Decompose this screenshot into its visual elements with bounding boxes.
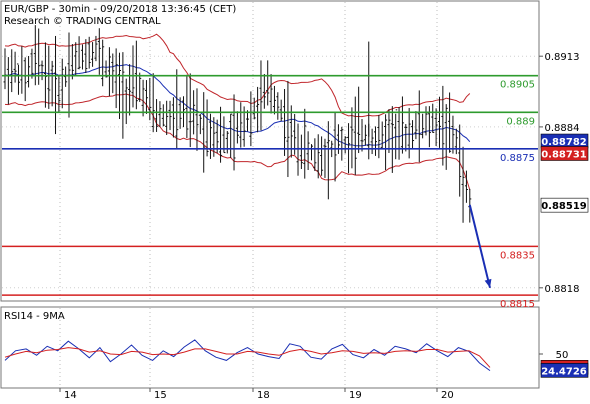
x-tick-label: 18 [257,390,270,400]
rsi-line [4,347,491,368]
price-tick-label: 0.8818 [545,284,580,295]
price-tick-label: 0.8884 [545,123,580,134]
x-tick-label: 20 [441,390,454,400]
price-panel-frame [0,0,540,302]
rsi-title: RSI14 - 9MA [4,311,65,322]
rsi-line [4,339,491,372]
rsi-tick-label: 50 [556,350,569,361]
level-label: 0.8835 [500,250,535,261]
level-label: 0.889 [506,116,535,127]
chart-title: EUR/GBP - 30min - 09/20/2018 13:36:45 (C… [4,4,236,15]
rsi-panel-frame [0,306,540,389]
price-badge-label: 0.88731 [541,149,587,160]
support-resistance-levels: 0.8905 0.889 0.8875 0.8835 0.8815 [2,74,538,310]
price-tick-label: 0.8913 [545,52,580,63]
arrow-shaft [468,204,491,289]
forecast-arrow [468,204,492,289]
x-tick-label: 19 [349,390,362,400]
rsi-badge [540,363,589,378]
rsi-badge-label: 24.4726 [541,366,587,377]
x-tick-label: 15 [154,390,167,400]
level-label: 0.8815 [500,299,535,310]
arrow-head [484,278,492,288]
price-series [3,25,472,223]
price-badge [540,146,589,161]
price-badge-label: 0.88782 [541,137,587,148]
price-badge [540,197,589,213]
chart-subtitle: Research © TRADING CENTRAL [4,16,161,27]
level-label: 0.8905 [500,80,535,91]
level-label: 0.8875 [500,153,535,164]
axis-labels: 0.89130.88840.88185029.213124.4726141518… [59,52,589,401]
rsi-series [4,339,491,372]
price-badge-label: 0.88519 [541,201,587,212]
x-tick-label: 14 [64,390,77,400]
